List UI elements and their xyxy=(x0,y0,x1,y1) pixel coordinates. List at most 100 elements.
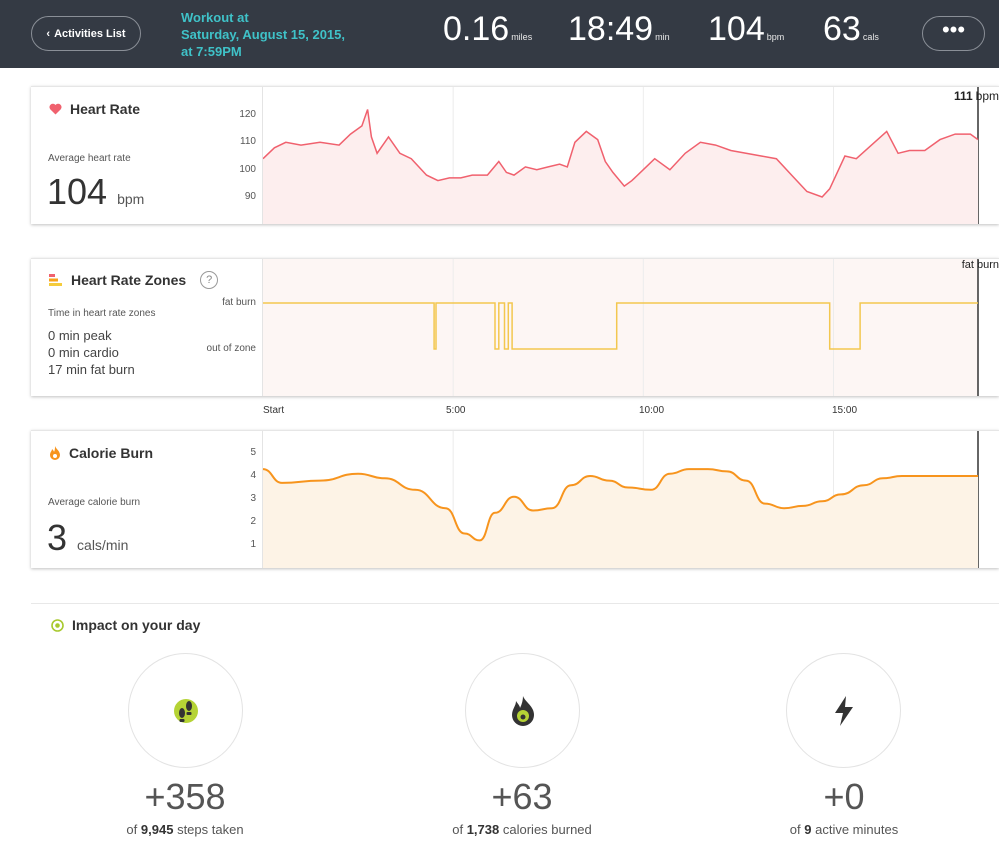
x-tick-5: 5:00 xyxy=(446,405,466,416)
duration-unit: min xyxy=(655,32,670,42)
active-suffix: active minutes xyxy=(815,822,899,837)
calories-summary: of 1,738 calories burned xyxy=(402,822,642,837)
zones-chart-svg xyxy=(263,259,979,396)
impact-title-text: Impact on your day xyxy=(72,617,201,633)
avg-heart-rate-label: Average heart rate xyxy=(48,153,131,164)
zone-ylabel-out-of-zone: out of zone xyxy=(206,343,256,354)
hr-marker-readout: 111 bpm xyxy=(954,89,999,103)
workout-title-line2: Saturday, August 15, 2015, xyxy=(181,27,346,42)
avg-heart-rate-value: 104 xyxy=(47,171,108,212)
hr-ytick: 100 xyxy=(239,164,256,175)
active-minutes-summary: of 9 active minutes xyxy=(724,822,964,837)
calories-prefix: of xyxy=(452,822,464,837)
hr-marker-unit: bpm xyxy=(975,89,999,103)
calories-circle xyxy=(465,653,580,768)
more-options-button[interactable]: ••• xyxy=(922,16,985,51)
heart-rate-line xyxy=(263,109,979,198)
hr-ytick: 90 xyxy=(244,191,256,202)
hr-ytick: 120 xyxy=(239,109,256,120)
calorie-line xyxy=(263,468,978,542)
zone-line xyxy=(263,302,978,350)
active-total: 9 xyxy=(804,822,812,837)
cal-ytick: 3 xyxy=(250,493,256,504)
avg-heart-rate: 104 bpm xyxy=(47,171,144,213)
calorie-title: Calorie Burn xyxy=(49,445,153,461)
avg-calorie-label: Average calorie burn xyxy=(48,497,141,508)
zone-fat-burn: 17 min fat burn xyxy=(48,362,135,377)
steps-prefix: of xyxy=(126,822,138,837)
workout-header: ‹ Activities List Workout at Saturday, A… xyxy=(0,0,999,68)
zones-background xyxy=(263,259,978,396)
heart-rate-value: 104 xyxy=(708,10,765,48)
flame-icon xyxy=(511,695,534,726)
heart-icon xyxy=(49,103,62,115)
x-tick-10: 10:00 xyxy=(639,405,665,416)
footprints-icon xyxy=(173,698,198,723)
impact-title: Impact on your day xyxy=(51,617,200,633)
zones-title: Heart Rate Zones ? xyxy=(49,271,219,289)
help-icon[interactable]: ? xyxy=(200,271,219,289)
zones-chart[interactable]: fat burn xyxy=(262,259,999,396)
calories-delta: +63 xyxy=(491,776,553,817)
heart-rate-area xyxy=(263,109,978,224)
heart-rate-chart[interactable]: 111 bpm xyxy=(262,87,999,224)
flame-small-icon xyxy=(50,446,60,460)
heart-rate-title-text: Heart Rate xyxy=(70,101,141,117)
calories-suffix: calories burned xyxy=(502,822,592,837)
target-icon xyxy=(51,618,64,632)
calories-unit: cals xyxy=(862,32,879,42)
heart-rate-zones-panel: Heart Rate Zones ? Time in heart rate zo… xyxy=(31,258,999,396)
divider xyxy=(31,603,999,604)
calories-value: 63 xyxy=(823,10,861,48)
calorie-title-text: Calorie Burn xyxy=(69,445,154,461)
zones-title-text: Heart Rate Zones xyxy=(71,272,187,288)
heart-rate-title: Heart Rate xyxy=(49,101,140,117)
lightning-icon xyxy=(834,695,853,726)
duration-value: 18:49 xyxy=(568,10,654,48)
zone-ylabel-fat-burn: fat burn xyxy=(222,297,256,308)
steps-total: 9,945 xyxy=(140,822,174,837)
distance-value: 0.16 xyxy=(443,10,510,48)
workout-title-line3: at 7:59PM xyxy=(181,44,242,59)
avg-calorie-value: 3 xyxy=(47,517,68,558)
heart-rate-stat: 104 bpm xyxy=(708,10,784,49)
active-minutes-delta: +0 xyxy=(823,776,865,817)
zone-cardio: 0 min cardio xyxy=(48,345,119,360)
steps-suffix: steps taken xyxy=(177,822,244,837)
avg-calorie: 3 cals/min xyxy=(47,517,128,559)
steps-summary: of 9,945 steps taken xyxy=(65,822,305,837)
calorie-burn-panel: Calorie Burn Average calorie burn 3 cals… xyxy=(31,430,999,568)
cal-ytick: 1 xyxy=(250,539,256,550)
hr-marker-value: 111 xyxy=(953,89,973,103)
distance-unit: miles xyxy=(511,32,533,42)
active-prefix: of xyxy=(789,822,801,837)
heart-rate-panel: Heart Rate Average heart rate 104 bpm 12… xyxy=(31,86,999,224)
cal-ytick: 2 xyxy=(250,516,256,527)
activities-list-button[interactable]: ‹ Activities List xyxy=(31,16,141,51)
heart-rate-unit: bpm xyxy=(766,32,785,42)
x-tick-start: Start xyxy=(263,405,285,416)
chevron-left-icon: ‹ xyxy=(46,27,51,40)
avg-calorie-unit: cals/min xyxy=(77,537,129,553)
workout-title: Workout at Saturday, August 15, 2015, at… xyxy=(181,9,345,60)
heart-rate-chart-svg xyxy=(263,87,979,224)
active-minutes-circle xyxy=(786,653,901,768)
workout-title-line1: Workout at xyxy=(181,10,249,25)
cal-ytick: 5 xyxy=(250,447,256,458)
calorie-chart[interactable] xyxy=(262,431,999,568)
calories-stat: 63 cals xyxy=(823,10,879,49)
steps-delta: +358 xyxy=(144,776,226,817)
zones-list: 0 min peak 0 min cardio 17 min fat burn xyxy=(48,327,135,378)
duration-stat: 18:49 min xyxy=(568,10,670,49)
avg-heart-rate-unit: bpm xyxy=(117,191,145,207)
calorie-area xyxy=(263,469,978,568)
zones-time-label: Time in heart rate zones xyxy=(48,308,156,319)
hr-ytick: 110 xyxy=(240,136,256,147)
steps-circle xyxy=(128,653,243,768)
distance-stat: 0.16 miles xyxy=(443,10,532,49)
calorie-chart-svg xyxy=(263,431,979,568)
cal-ytick: 4 xyxy=(250,470,256,481)
zone-peak: 0 min peak xyxy=(48,328,112,343)
calories-total: 1,738 xyxy=(466,822,500,837)
zones-marker-readout: fat burn xyxy=(961,259,999,271)
